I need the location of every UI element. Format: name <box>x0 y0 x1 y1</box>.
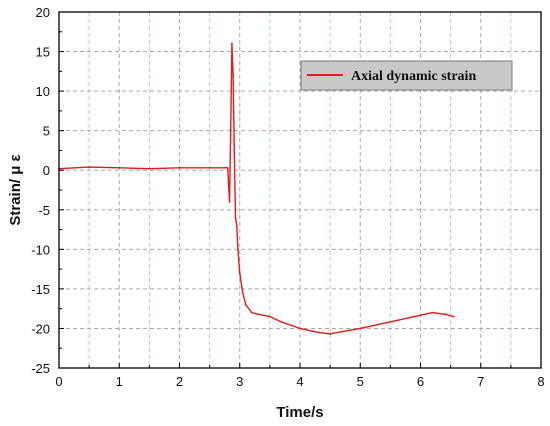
series-point <box>226 166 229 169</box>
series-point <box>256 313 259 316</box>
x-tick-label: 8 <box>537 374 544 389</box>
series-point <box>443 313 446 316</box>
series-point <box>299 327 301 330</box>
series-point <box>238 272 241 274</box>
x-tick-label: 6 <box>417 374 424 389</box>
y-tick-label: 5 <box>43 124 50 139</box>
series-point <box>234 216 237 219</box>
series-point <box>229 129 232 132</box>
x-tick-label: 1 <box>116 374 123 389</box>
x-tick-label: 0 <box>55 374 62 389</box>
series-point <box>241 291 244 294</box>
series-point <box>148 167 151 170</box>
y-tick-label: 20 <box>36 5 50 20</box>
series-point <box>329 333 332 335</box>
axis-ticks <box>58 11 542 369</box>
y-tick-label: -25 <box>31 361 50 376</box>
y-tick-label: -15 <box>31 282 50 297</box>
x-tick-label: 7 <box>477 374 484 389</box>
y-tick-label: 15 <box>36 45 50 60</box>
series-point <box>341 330 344 333</box>
major-grid <box>59 12 541 368</box>
series-point <box>178 166 181 169</box>
legend-label: Axial dynamic strain <box>351 69 476 84</box>
series-point <box>431 311 434 314</box>
series-point <box>452 315 455 318</box>
series-point <box>250 311 253 314</box>
series-line <box>58 42 454 335</box>
series-point <box>244 303 247 306</box>
series-point <box>233 153 236 156</box>
series-point <box>268 315 271 318</box>
legend: Axial dynamic strain <box>300 60 513 91</box>
series-point <box>223 166 226 169</box>
series-point <box>208 166 211 169</box>
y-axis-title: Strain/ μ ε <box>7 154 24 225</box>
x-tick-label: 5 <box>357 374 364 389</box>
x-tick-label: 3 <box>236 374 243 389</box>
x-tick-label: 4 <box>296 374 303 389</box>
x-axis-title: Time/s <box>276 404 323 421</box>
x-tick-label: 2 <box>176 374 183 389</box>
series-point <box>237 248 239 251</box>
y-tick-label: -5 <box>38 203 50 218</box>
series-layer <box>58 42 455 335</box>
series-point <box>395 319 398 322</box>
series-point <box>317 331 319 334</box>
y-tick-label: -20 <box>31 321 50 336</box>
series-point <box>377 323 380 326</box>
series-point <box>228 200 231 203</box>
series-point <box>359 327 362 330</box>
series-point <box>413 315 416 318</box>
series-point <box>235 224 238 227</box>
y-tick-label: 0 <box>43 163 50 178</box>
series-point <box>281 321 283 324</box>
y-tick-labels: -25 -20 -15 -10 -5 0 5 10 15 20 <box>31 5 50 376</box>
y-tick-label: 10 <box>36 84 50 99</box>
x-tick-labels: 0 1 2 3 4 5 6 7 8 <box>55 374 544 389</box>
series-point <box>232 74 235 77</box>
series-point <box>118 166 121 169</box>
y-tick-label: -10 <box>31 242 50 257</box>
series-point <box>231 42 233 45</box>
series-point <box>88 166 91 168</box>
